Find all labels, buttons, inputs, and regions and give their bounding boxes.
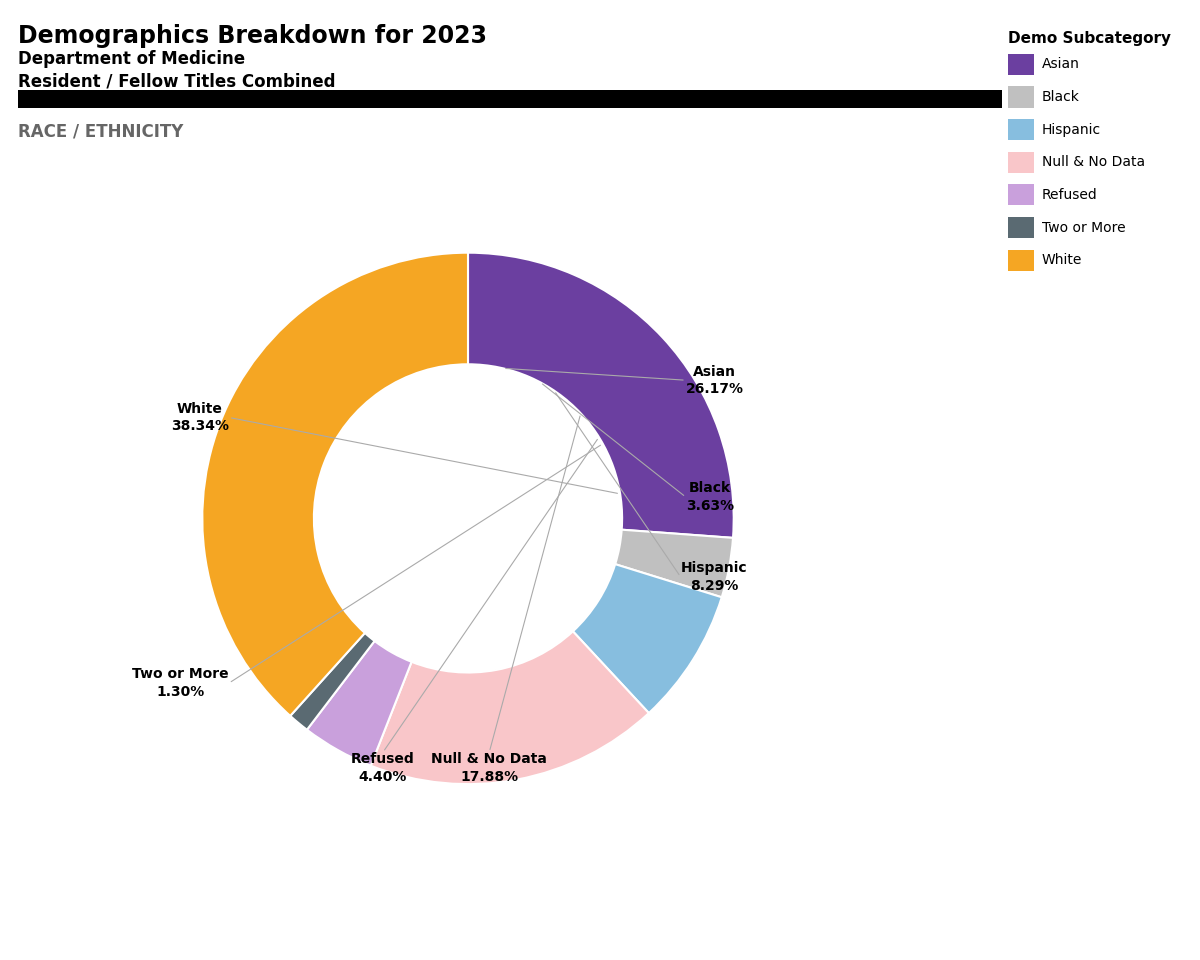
Wedge shape (572, 564, 721, 713)
Text: Null & No Data
17.88%: Null & No Data 17.88% (431, 753, 547, 783)
Wedge shape (468, 252, 733, 538)
Text: Hispanic
8.29%: Hispanic 8.29% (680, 562, 748, 592)
Wedge shape (290, 633, 374, 730)
Wedge shape (203, 252, 468, 716)
Text: Black
3.63%: Black 3.63% (686, 482, 734, 513)
Text: Two or More
1.30%: Two or More 1.30% (132, 667, 229, 699)
Text: White
38.34%: White 38.34% (170, 402, 229, 433)
Text: RACE / ETHNICITY: RACE / ETHNICITY (18, 123, 184, 141)
Text: Resident / Fellow Titles Combined: Resident / Fellow Titles Combined (18, 72, 336, 90)
Wedge shape (371, 632, 649, 784)
Text: Department of Medicine: Department of Medicine (18, 50, 245, 68)
Text: Demographics Breakdown for 2023: Demographics Breakdown for 2023 (18, 24, 487, 48)
Text: White: White (1042, 253, 1082, 267)
Text: Demo Subcategory: Demo Subcategory (1008, 31, 1171, 46)
Text: Asian
26.17%: Asian 26.17% (686, 365, 744, 396)
Text: Null & No Data: Null & No Data (1042, 156, 1145, 169)
Text: Hispanic: Hispanic (1042, 123, 1100, 136)
Wedge shape (616, 530, 733, 597)
Text: Refused: Refused (1042, 188, 1097, 202)
Text: Refused
4.40%: Refused 4.40% (352, 753, 415, 783)
Text: Asian: Asian (1042, 58, 1080, 71)
Wedge shape (307, 641, 412, 766)
Text: Black: Black (1042, 90, 1080, 104)
Text: Two or More: Two or More (1042, 221, 1126, 234)
